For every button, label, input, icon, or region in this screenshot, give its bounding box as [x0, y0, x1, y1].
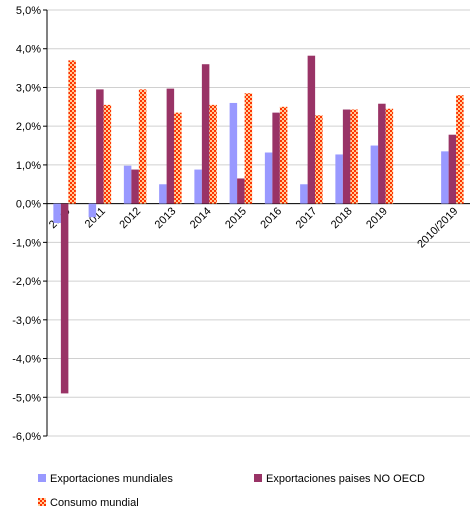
bar — [441, 151, 449, 204]
y-tick-label: -2,0% — [12, 276, 41, 288]
x-tick-label: 2013 — [153, 205, 179, 231]
legend-label: Consumo mundial — [50, 497, 139, 509]
y-tick-label: 1,0% — [16, 160, 41, 172]
bar — [60, 203, 69, 394]
y-tick-label: 3,0% — [16, 82, 41, 94]
bar — [264, 152, 273, 204]
bar — [68, 60, 76, 204]
bar — [53, 203, 61, 223]
bar — [456, 95, 464, 204]
y-tick-label: 4,0% — [16, 44, 41, 56]
bar — [174, 112, 182, 204]
bar — [448, 134, 457, 204]
bar — [131, 169, 139, 204]
bar — [166, 88, 175, 204]
bar — [138, 89, 147, 204]
y-tick-label: 2,0% — [16, 121, 41, 133]
x-tick-label: 2010/2019 — [415, 205, 460, 250]
x-tick-label: 2019 — [364, 205, 390, 231]
x-tick-label: 2016 — [258, 205, 284, 231]
y-tick-label: -6,0% — [12, 431, 41, 443]
bar — [237, 178, 245, 204]
y-tick-label: -3,0% — [12, 315, 41, 327]
bar — [194, 169, 202, 204]
x-tick-label: 2014 — [188, 205, 214, 231]
bar — [385, 108, 394, 204]
x-tick-label: 2018 — [329, 205, 355, 231]
bar — [159, 184, 167, 204]
bar — [88, 203, 97, 218]
y-tick-label: -4,0% — [12, 354, 41, 366]
bar — [370, 145, 379, 204]
bar — [315, 115, 323, 204]
bar — [279, 106, 288, 204]
bar — [103, 104, 112, 204]
bar — [272, 112, 280, 204]
legend-swatch — [38, 498, 46, 506]
legend-swatch — [254, 474, 262, 482]
bar — [307, 55, 316, 204]
y-tick-label: 5,0% — [16, 5, 41, 17]
bar — [244, 93, 253, 204]
bar — [229, 102, 238, 204]
bar — [342, 109, 351, 204]
y-tick-label: -1,0% — [12, 237, 41, 249]
y-tick-label: -5,0% — [12, 392, 41, 404]
legend-swatch — [38, 474, 46, 482]
bar — [335, 154, 343, 204]
bar — [96, 89, 104, 204]
bar — [209, 104, 217, 204]
x-tick-label: 2017 — [294, 205, 320, 231]
bar — [123, 165, 132, 204]
bar — [350, 109, 358, 204]
legend-label: Exportaciones paises NO OECD — [266, 473, 425, 485]
bar — [378, 103, 386, 204]
bar — [201, 64, 210, 204]
x-tick-label: 2012 — [117, 205, 143, 231]
bar — [300, 184, 308, 204]
legend-label: Exportaciones mundiales — [50, 473, 173, 485]
y-tick-label: 0,0% — [16, 199, 41, 211]
x-tick-label: 2015 — [223, 205, 249, 231]
